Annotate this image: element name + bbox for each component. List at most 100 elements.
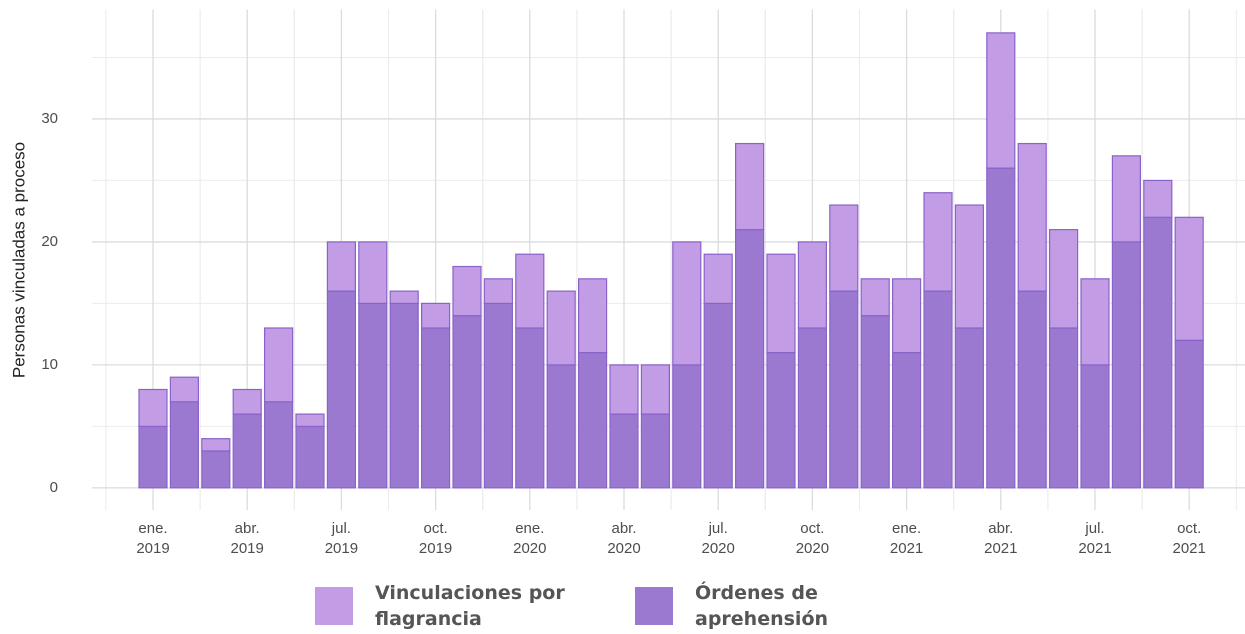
bar-segment [1080,364,1110,489]
x-tick-label: oct. [800,520,824,537]
bar-segment [1143,216,1173,489]
bar-segment [515,327,545,489]
x-tick-label: 2019 [231,540,264,557]
bar-segment [421,327,451,489]
bar-segment [1080,278,1110,366]
bar-segment [389,302,419,489]
bar-segment [766,253,796,354]
bar-segment [609,413,639,489]
bar-segment [326,290,356,489]
bar-segment [891,278,922,354]
y-axis-title: Personas vinculadas a proceso [9,142,28,378]
bar-segment [609,364,639,415]
bar-segment [326,241,356,292]
bar-segment [264,401,294,489]
bar-segment [577,278,608,354]
bar-segment [169,401,199,489]
bar-segment [264,327,294,403]
bar-segment [1048,327,1079,489]
bar-segment [452,265,482,317]
x-tick-label: 2021 [984,540,1017,557]
x-tick-label: 2019 [325,540,358,557]
bar-segment [138,388,168,427]
y-tick-label: 30 [41,110,58,127]
bar-segment [703,253,733,305]
bar-segment [358,302,388,489]
y-tick-label: 0 [50,479,58,496]
x-tick-label: 2021 [1078,540,1111,557]
x-tick-label: ene. [892,520,921,537]
bar-segment [232,413,262,489]
bar-segment [1048,229,1079,329]
y-tick-label: 20 [41,233,58,250]
x-tick-label: 2021 [890,540,923,557]
bar-segment [829,290,859,489]
bar-segment [891,351,922,489]
bar-segment [201,450,231,489]
x-tick-label: 2019 [419,540,452,557]
bar-segment [452,315,482,489]
bar-segment [797,327,828,489]
bar-segment [923,290,953,489]
bar-segment [797,241,828,329]
bar-segment [232,388,262,415]
bar-segment [672,364,702,489]
legend: Vinculaciones por flagrancia Órdenes de a… [315,580,895,632]
bar-segment [766,351,796,489]
bar-segment [954,204,985,329]
legend-label: Vinculaciones por flagrancia [375,582,565,630]
x-tick-label: 2021 [1173,540,1206,557]
x-tick-label: ene. [515,520,544,537]
x-tick-label: jul. [331,520,351,537]
bar-segment [703,302,733,489]
x-tick-label: ene. [138,520,167,537]
bar-segment [169,376,199,403]
bar-segment [1111,155,1142,243]
bar-segment [358,241,388,305]
bar-segment [295,413,325,427]
bar-segment [954,327,985,489]
bar-segment [295,425,325,489]
bar-segment [546,364,576,489]
legend-label: Órdenes de aprehensión [695,582,829,630]
x-tick-label: 2020 [607,540,640,557]
bar-segment [1111,241,1142,489]
bar-segment [1143,179,1173,218]
bar-segment [923,192,953,292]
x-tick-label: 2020 [513,540,546,557]
legend-item: Vinculaciones por flagrancia [315,580,575,632]
bar-segment [483,302,513,489]
bar-segment [1017,142,1047,292]
legend-swatch [315,587,353,625]
bar-segment [1174,339,1204,489]
x-tick-label: 2020 [702,540,735,557]
bar-segment [672,241,702,366]
y-tick-label: 10 [41,356,58,373]
bar-segment [421,302,451,329]
bar-segment [1174,216,1204,341]
legend-item: Órdenes de aprehensión [635,580,895,632]
bar-segment [986,32,1016,169]
chart: Personas vinculadas a proceso 0 10 20 30 ene… [9,9,1245,557]
legend-swatch [635,587,673,625]
x-tick-label: abr. [988,520,1013,537]
bar-segment [389,290,419,305]
bar-segment [734,229,765,489]
bar-segment [1017,290,1047,489]
bar-segment [860,278,890,317]
bar-segment [860,315,890,489]
bar-segment [577,351,608,489]
x-tick-label: oct. [424,520,448,537]
bar-segment [829,204,859,292]
bar-segment [138,425,168,489]
bar-segment [986,167,1016,489]
x-tick-label: jul. [1084,520,1104,537]
bar-segment [546,290,576,366]
bar-segment [483,278,513,305]
bar-segment [640,413,671,489]
bar-segment [515,253,545,329]
x-tick-label: 2020 [796,540,829,557]
x-tick-label: oct. [1177,520,1201,537]
bar-segment [734,142,765,231]
